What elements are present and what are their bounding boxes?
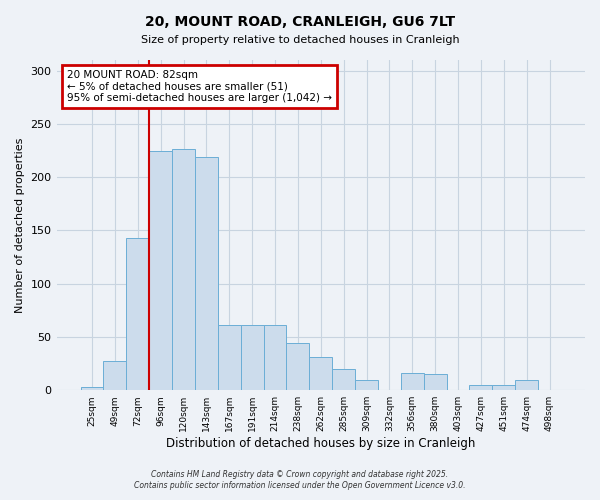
Bar [493, 385, 515, 390]
Bar [469, 385, 493, 390]
Bar [103, 362, 127, 390]
Bar [286, 344, 310, 390]
Bar [424, 374, 446, 390]
Bar [127, 238, 149, 390]
Y-axis label: Number of detached properties: Number of detached properties [15, 138, 25, 313]
Bar [515, 380, 538, 390]
Bar [332, 369, 355, 390]
Bar [401, 373, 424, 390]
Bar [149, 150, 172, 390]
Bar [172, 150, 195, 390]
Text: Size of property relative to detached houses in Cranleigh: Size of property relative to detached ho… [140, 35, 460, 45]
Text: Contains HM Land Registry data © Crown copyright and database right 2025.
Contai: Contains HM Land Registry data © Crown c… [134, 470, 466, 490]
X-axis label: Distribution of detached houses by size in Cranleigh: Distribution of detached houses by size … [166, 437, 475, 450]
Bar [241, 325, 263, 390]
Bar [310, 357, 332, 390]
Text: 20, MOUNT ROAD, CRANLEIGH, GU6 7LT: 20, MOUNT ROAD, CRANLEIGH, GU6 7LT [145, 15, 455, 29]
Bar [195, 157, 218, 390]
Bar [355, 380, 378, 390]
Bar [80, 387, 103, 390]
Bar [263, 325, 286, 390]
Text: 20 MOUNT ROAD: 82sqm
← 5% of detached houses are smaller (51)
95% of semi-detach: 20 MOUNT ROAD: 82sqm ← 5% of detached ho… [67, 70, 332, 103]
Bar [218, 325, 241, 390]
